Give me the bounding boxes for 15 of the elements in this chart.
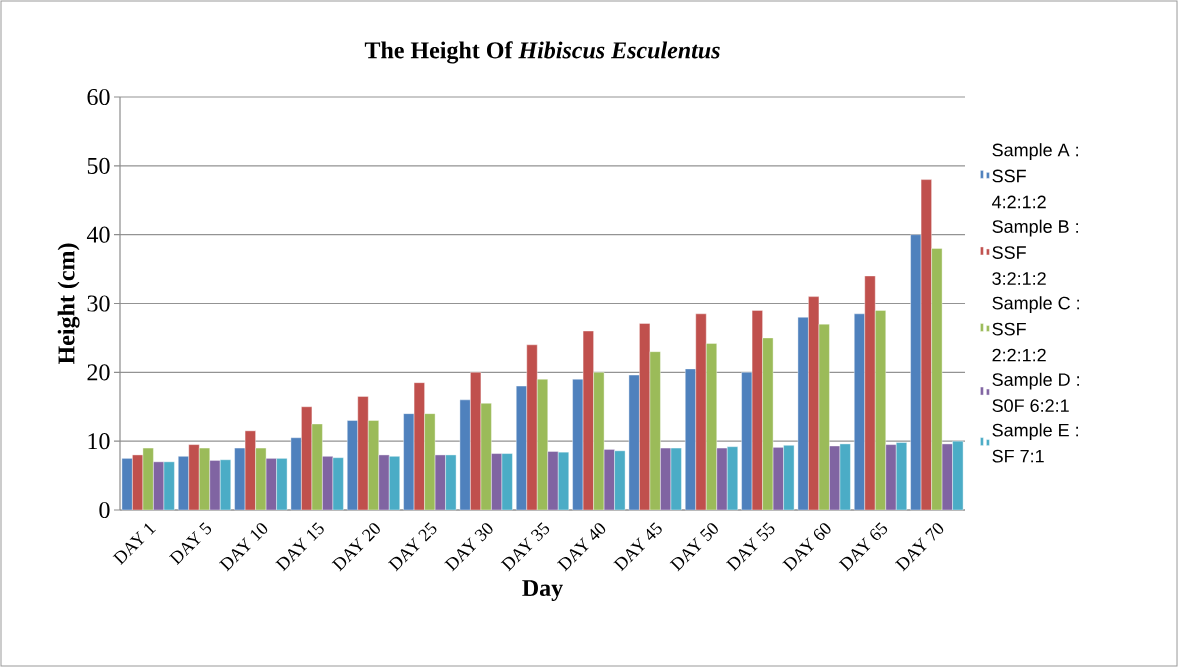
- y-tick-label: 20: [87, 364, 110, 381]
- y-tick-label: 50: [87, 157, 110, 174]
- legend-label: Sample B : SSF 3:2:1:2: [992, 219, 1078, 285]
- legend-label: Sample E : SF 7:1: [992, 423, 1078, 463]
- y-axis-title: Height (cm): [57, 243, 80, 365]
- y-tick-label: 60: [87, 88, 110, 106]
- legend-label: Sample D : S0F 6:2:1: [992, 372, 1079, 412]
- y-tick-label: 40: [86, 226, 110, 243]
- chart-title: The Height Of Hibiscus Esculentus: [364, 41, 720, 64]
- x-axis-title: Day: [522, 580, 563, 602]
- y-tick-label: 30: [87, 295, 110, 312]
- legend-label: Sample C : SSF 2:2:1:2: [992, 296, 1079, 362]
- y-tick-label: 10: [88, 433, 110, 450]
- legend-label: Sample A : SSF 4:2:1:2: [992, 143, 1078, 209]
- y-tick-label: 0: [99, 501, 110, 519]
